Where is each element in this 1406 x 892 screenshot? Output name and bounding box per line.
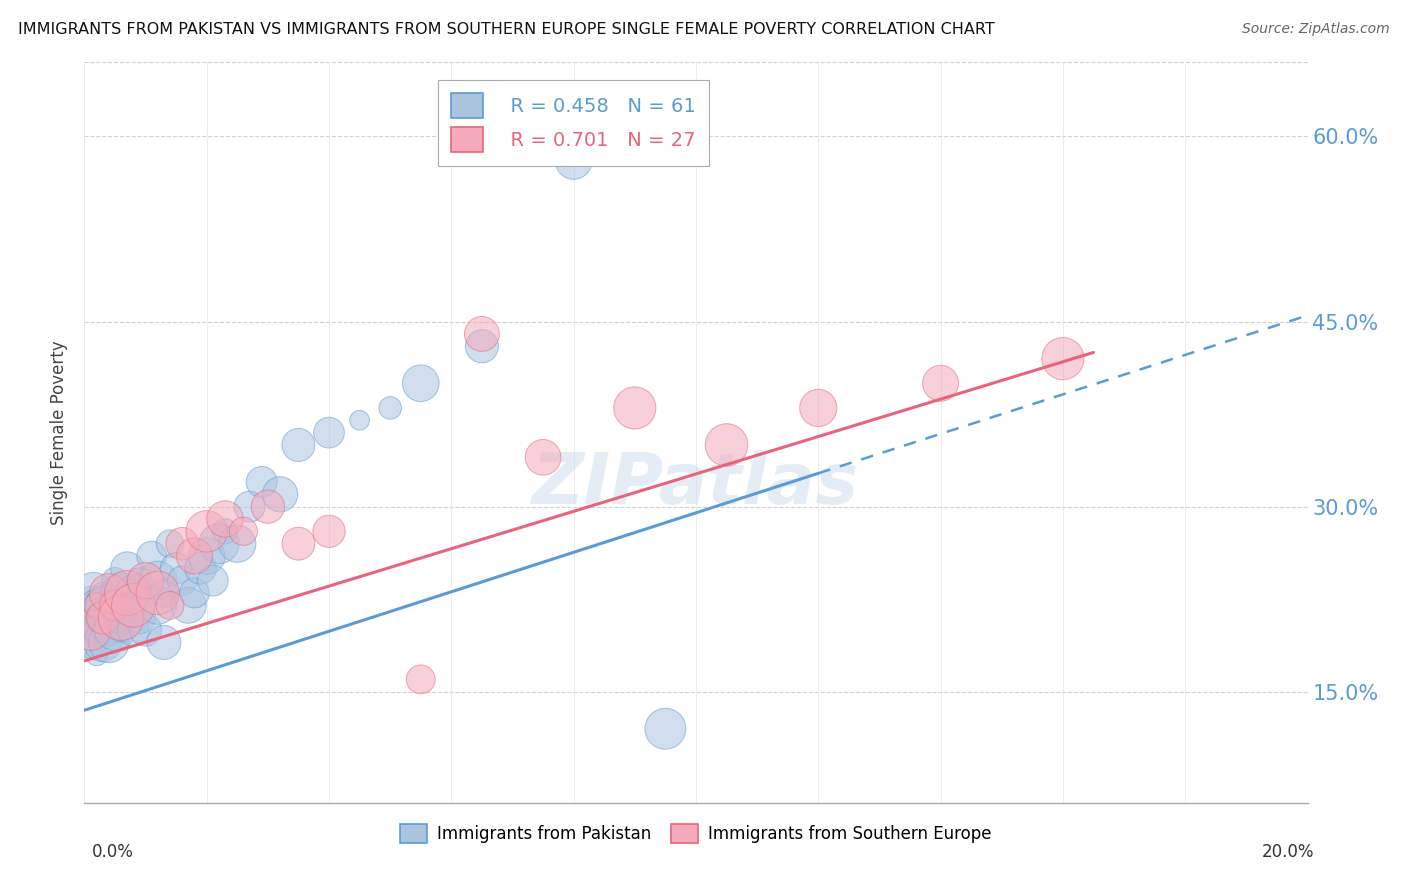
Point xyxy=(531,450,554,465)
Point xyxy=(91,599,114,613)
Point xyxy=(153,635,176,649)
Point xyxy=(101,599,124,613)
Point xyxy=(471,326,494,341)
Point xyxy=(86,623,108,637)
Point xyxy=(201,574,224,588)
Point xyxy=(135,586,157,600)
Point xyxy=(110,611,132,625)
Text: Source: ZipAtlas.com: Source: ZipAtlas.com xyxy=(1241,22,1389,37)
Point xyxy=(409,673,432,687)
Point xyxy=(86,599,108,613)
Text: ZIPatlas: ZIPatlas xyxy=(533,450,859,519)
Point xyxy=(159,599,181,613)
Point xyxy=(91,586,114,600)
Point xyxy=(79,599,101,613)
Point xyxy=(135,623,157,637)
Point xyxy=(83,586,105,600)
Point xyxy=(214,512,236,526)
Point xyxy=(562,154,585,169)
Point xyxy=(104,574,127,588)
Point xyxy=(716,438,738,452)
Point xyxy=(115,586,138,600)
Point xyxy=(91,611,114,625)
Point xyxy=(79,623,101,637)
Point xyxy=(104,599,127,613)
Point xyxy=(115,561,138,575)
Point xyxy=(409,376,432,391)
Point xyxy=(83,611,105,625)
Point xyxy=(146,586,169,600)
Point xyxy=(122,586,145,600)
Point xyxy=(195,549,218,563)
Point xyxy=(128,574,150,588)
Point xyxy=(208,536,231,550)
Legend: Immigrants from Pakistan, Immigrants from Southern Europe: Immigrants from Pakistan, Immigrants fro… xyxy=(394,817,998,850)
Point xyxy=(287,438,309,452)
Point xyxy=(122,623,145,637)
Point xyxy=(349,413,371,427)
Point xyxy=(318,524,340,539)
Point xyxy=(654,722,676,736)
Point xyxy=(91,611,114,625)
Point xyxy=(1052,351,1074,366)
Point xyxy=(214,524,236,539)
Point xyxy=(146,599,169,613)
Point xyxy=(110,611,132,625)
Point xyxy=(190,561,212,575)
Point xyxy=(76,623,98,637)
Point xyxy=(146,574,169,588)
Point xyxy=(89,611,111,625)
Point xyxy=(79,635,101,649)
Point xyxy=(104,623,127,637)
Point xyxy=(122,599,145,613)
Point xyxy=(110,623,132,637)
Text: IMMIGRANTS FROM PAKISTAN VS IMMIGRANTS FROM SOUTHERN EUROPE SINGLE FEMALE POVERT: IMMIGRANTS FROM PAKISTAN VS IMMIGRANTS F… xyxy=(18,22,995,37)
Point xyxy=(172,536,194,550)
Point xyxy=(318,425,340,440)
Point xyxy=(115,599,138,613)
Point xyxy=(141,549,163,563)
Point xyxy=(257,500,280,514)
Point xyxy=(91,635,114,649)
Text: 0.0%: 0.0% xyxy=(91,843,134,861)
Point xyxy=(807,401,830,415)
Point xyxy=(97,635,120,649)
Point xyxy=(94,623,117,637)
Point xyxy=(172,574,194,588)
Point xyxy=(183,586,205,600)
Point xyxy=(86,648,108,662)
Point xyxy=(624,401,647,415)
Point xyxy=(97,611,120,625)
Point xyxy=(86,599,108,613)
Point xyxy=(165,561,187,575)
Point xyxy=(195,524,218,539)
Point xyxy=(269,487,291,501)
Point xyxy=(128,611,150,625)
Point xyxy=(380,401,402,415)
Point xyxy=(238,500,260,514)
Point xyxy=(232,524,254,539)
Point xyxy=(97,623,120,637)
Point xyxy=(929,376,952,391)
Point xyxy=(153,586,176,600)
Point xyxy=(135,574,157,588)
Y-axis label: Single Female Poverty: Single Female Poverty xyxy=(51,341,69,524)
Point xyxy=(89,623,111,637)
Point xyxy=(94,599,117,613)
Point xyxy=(471,339,494,353)
Point xyxy=(183,549,205,563)
Point xyxy=(104,599,127,613)
Point xyxy=(177,599,200,613)
Point xyxy=(97,586,120,600)
Point xyxy=(226,536,249,550)
Point xyxy=(287,536,309,550)
Text: 20.0%: 20.0% xyxy=(1263,843,1315,861)
Point xyxy=(250,475,273,489)
Point xyxy=(110,586,132,600)
Point xyxy=(159,536,181,550)
